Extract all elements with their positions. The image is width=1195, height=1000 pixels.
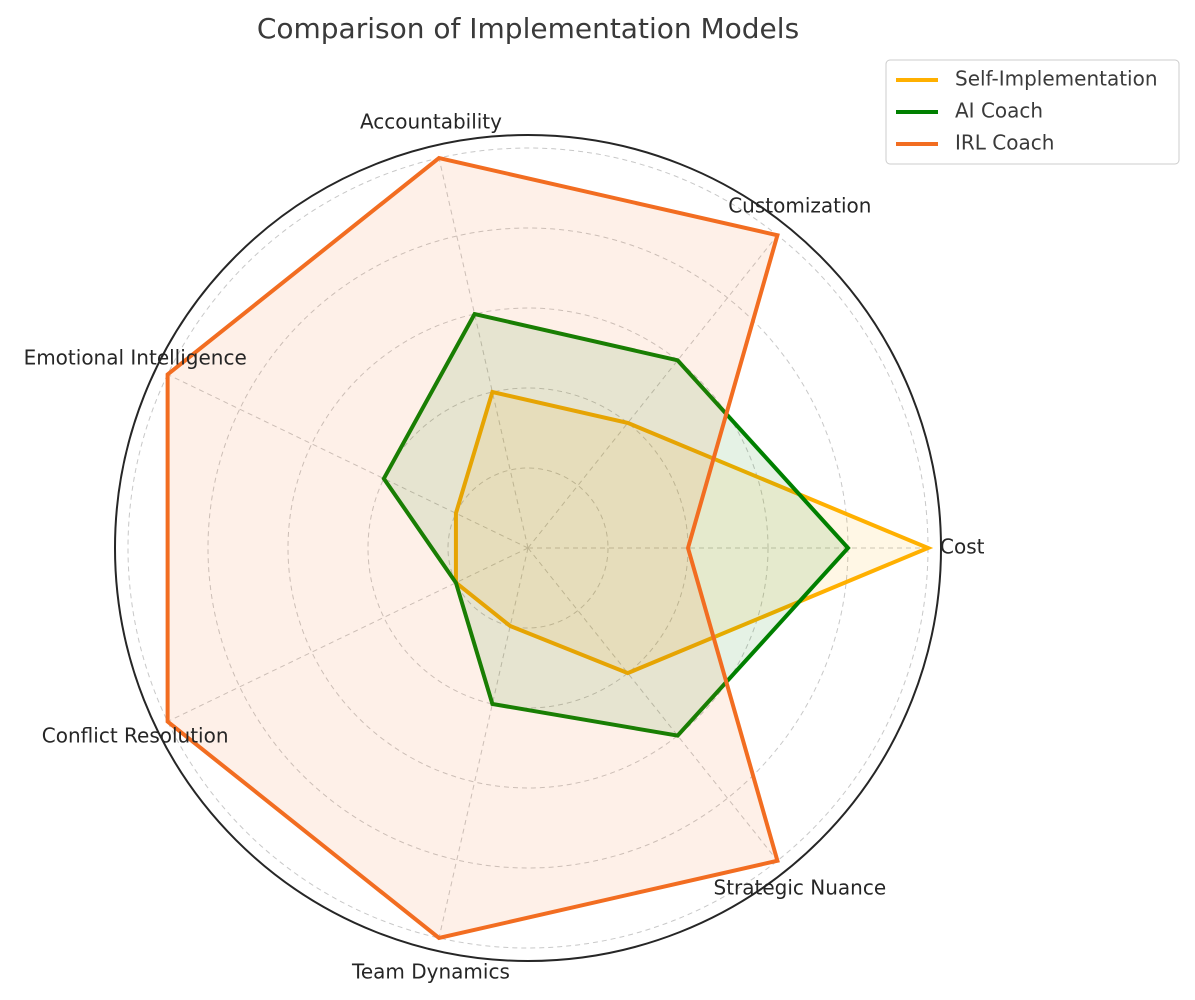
axis-label: Strategic Nuance (714, 875, 887, 899)
series-layer (165, 155, 934, 941)
legend-label: Self-Implementation (955, 67, 1158, 91)
axis-label: Emotional Intelligence (24, 345, 247, 369)
grid-spoke (438, 547, 529, 939)
legend-box (885, 59, 1180, 165)
axis-label: Customization (728, 194, 871, 218)
grid-ring (287, 307, 769, 789)
grid-spoke (167, 547, 529, 723)
grid-ring (447, 467, 609, 629)
axis-label: Team Dynamics (351, 960, 510, 984)
series-line (165, 155, 780, 941)
series-fill (167, 158, 778, 938)
series-line (453, 389, 934, 676)
axis-label: Conflict Resolution (42, 724, 229, 748)
grid-spoke (167, 373, 529, 549)
legend-label: AI Coach (955, 99, 1043, 123)
legend-label: IRL Coach (955, 131, 1054, 155)
axis-label: Cost (940, 535, 985, 559)
series-fill (383, 314, 848, 736)
series-line (381, 311, 851, 738)
grid-spoke (527, 234, 778, 549)
outer-frame (114, 134, 942, 962)
chart-title: Comparison of Implementation Models (257, 12, 799, 45)
legend: Self-Implementation AI Coach IRL Coach (885, 59, 1180, 165)
axis-label: Accountability (360, 109, 502, 133)
axis-labels: Cost Customization Accountability Emotional… (24, 109, 985, 983)
grid-spoke (527, 547, 778, 862)
grid-spoke (438, 157, 529, 549)
